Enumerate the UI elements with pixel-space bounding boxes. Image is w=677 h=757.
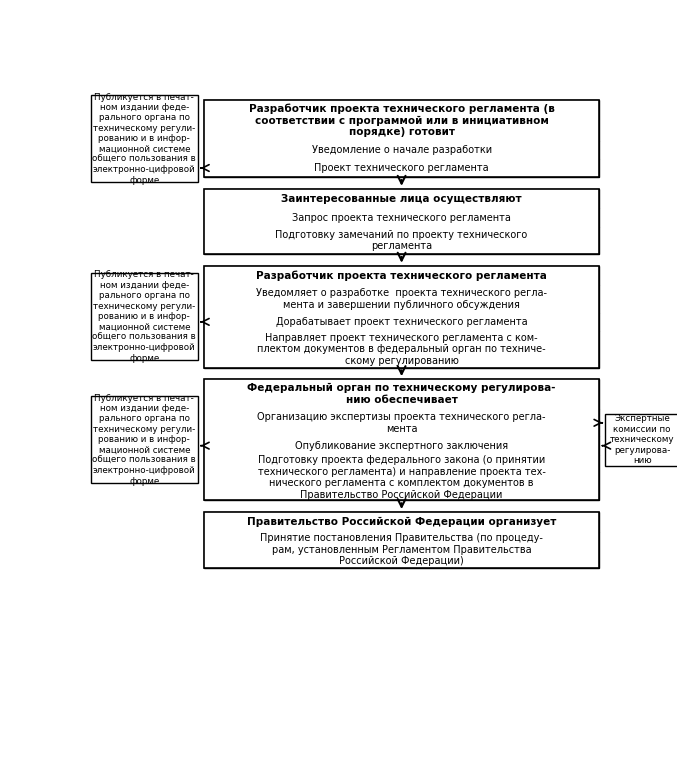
Bar	[204, 455, 599, 500]
Bar	[204, 141, 599, 159]
Bar	[204, 379, 599, 500]
Text: Разработчик проекта технического регламента (в
соответствии с программой или в и: Разработчик проекта технического регламе…	[248, 104, 554, 137]
Text: Публикуется в печат-
ном издании феде-
рального органа по
техническому регули-
р: Публикуется в печат- ном издании феде- р…	[93, 394, 196, 486]
Bar	[204, 266, 599, 367]
Text: Направляет проект технического регламента с ком-
плектом документов в федеральны: Направляет проект технического регламент…	[257, 332, 546, 366]
Bar	[204, 100, 599, 177]
Text: Разработчик проекта технического регламента: Разработчик проекта технического регламе…	[256, 270, 547, 281]
Text: Дорабатывает проект технического регламента: Дорабатывает проект технического регламе…	[276, 317, 527, 327]
Text: Правительство Российской Федерации организует: Правительство Российской Федерации орган…	[247, 517, 556, 527]
Text: Уведомляет о разработке  проекта технического регла-
мента и завершении публично: Уведомляет о разработке проекта техничес…	[256, 288, 547, 310]
Text: Организацию экспертизы проекта технического регла-
мента: Организацию экспертизы проекта техническ…	[257, 412, 546, 434]
Bar	[204, 188, 599, 254]
Bar	[204, 285, 599, 313]
Bar	[204, 188, 599, 208]
Bar	[91, 95, 198, 182]
Text: Заинтересованные лица осуществляют: Заинтересованные лица осуществляют	[281, 194, 522, 204]
Bar	[605, 413, 677, 466]
Bar	[91, 273, 198, 360]
Bar	[204, 159, 599, 177]
Text: Опубликование экспертного заключения: Опубликование экспертного заключения	[295, 441, 508, 450]
Text: Уведомление о начале разработки: Уведомление о начале разработки	[311, 145, 492, 154]
Bar	[204, 531, 599, 568]
Text: Публикуется в печат-
ном издании феде-
рального органа по
техническому регули-
р: Публикуется в печат- ном издании феде- р…	[93, 92, 196, 185]
Bar	[204, 313, 599, 331]
Bar	[204, 437, 599, 455]
Bar	[204, 331, 599, 367]
Text: Принятие постановления Правительства (по процеду-
рам, установленным Регламентом: Принятие постановления Правительства (по…	[260, 533, 543, 566]
Bar	[204, 208, 599, 226]
Text: Подготовку замечаний по проекту технического
регламента: Подготовку замечаний по проекту техничес…	[276, 229, 528, 251]
Bar	[204, 226, 599, 254]
Text: Подготовку проекта федерального закона (о принятии
технического регламента) и на: Подготовку проекта федерального закона (…	[258, 455, 546, 500]
Bar	[204, 100, 599, 141]
Bar	[91, 396, 198, 483]
Text: Экспертные
комиссии по
техническому
регулирова-
нию: Экспертные комиссии по техническому регу…	[610, 414, 674, 465]
Bar	[204, 409, 599, 437]
Bar	[204, 266, 599, 285]
Text: Публикуется в печат-
ном издании феде-
рального органа по
техническому регули-
р: Публикуется в печат- ном издании феде- р…	[93, 270, 196, 363]
Bar	[204, 379, 599, 409]
Bar	[204, 512, 599, 568]
Text: Федеральный орган по техническому регулирова-
нию обеспечивает: Федеральный орган по техническому регули…	[247, 383, 556, 405]
Text: Проект технического регламента: Проект технического регламента	[314, 163, 489, 173]
Bar	[204, 512, 599, 531]
Text: Запрос проекта технического регламента: Запрос проекта технического регламента	[292, 213, 511, 223]
